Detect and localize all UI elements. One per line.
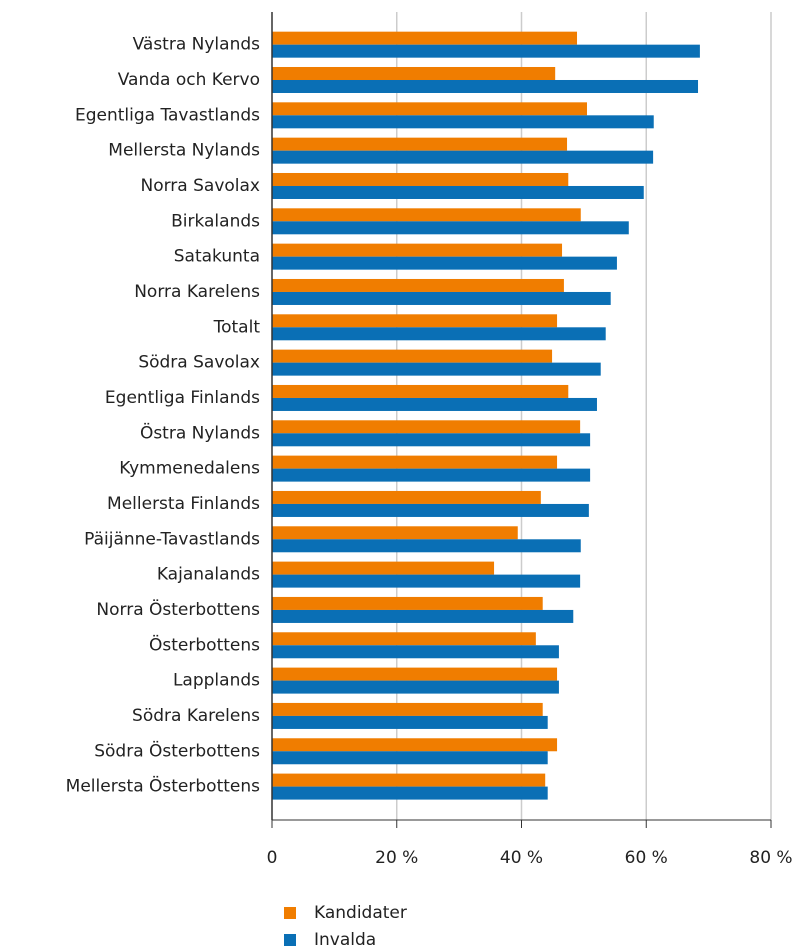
bar xyxy=(272,609,574,623)
bar xyxy=(272,384,569,398)
y-tick-label: Södra Savolax xyxy=(138,353,260,373)
bar xyxy=(272,150,654,164)
bar xyxy=(272,526,518,540)
y-tick-label: Kymmenedalens xyxy=(119,459,260,479)
bar xyxy=(272,44,700,58)
bar xyxy=(272,632,536,646)
y-tick-label: Södra Karelens xyxy=(132,706,260,726)
bar xyxy=(272,645,559,659)
bar xyxy=(272,362,601,376)
bar xyxy=(272,751,548,765)
bar xyxy=(272,715,548,729)
bar xyxy=(272,420,581,434)
bar xyxy=(272,221,629,235)
bar xyxy=(272,561,495,575)
y-tick-label: Mellersta Nylands xyxy=(108,141,260,161)
bar xyxy=(272,79,699,93)
bar xyxy=(272,31,578,45)
y-tick-label: Kajanalands xyxy=(157,565,260,585)
bar xyxy=(272,137,568,151)
bar xyxy=(272,539,581,553)
bar xyxy=(272,185,644,199)
bar xyxy=(272,66,556,80)
y-tick-label: Österbottens xyxy=(149,633,260,655)
x-tick-label: 60 % xyxy=(625,848,668,868)
x-tick-label: 40 % xyxy=(500,848,543,868)
y-tick-label: Birkalands xyxy=(171,211,260,231)
y-tick-label: Vanda och Kervo xyxy=(118,70,260,90)
legend-swatch xyxy=(284,907,296,919)
bar xyxy=(272,596,543,610)
bar xyxy=(272,291,611,305)
bar xyxy=(272,702,543,716)
y-tick-label: Mellersta Finlands xyxy=(107,494,260,514)
legend-swatch xyxy=(284,934,296,946)
bar xyxy=(272,115,654,129)
bar xyxy=(272,243,563,257)
bar xyxy=(272,208,581,222)
bar xyxy=(272,397,597,411)
bar xyxy=(272,680,559,694)
y-tick-label: Totalt xyxy=(213,317,261,337)
x-tick-label: 0 xyxy=(267,848,278,868)
bar xyxy=(272,738,558,752)
bar xyxy=(272,455,558,469)
bar xyxy=(272,490,541,504)
y-tick-label: Norra Österbottens xyxy=(96,598,260,620)
bar xyxy=(272,773,546,787)
bar xyxy=(272,102,587,116)
y-tick-label: Södra Österbottens xyxy=(94,739,260,761)
bar xyxy=(272,256,617,270)
bar xyxy=(272,503,589,517)
y-tick-label: Egentliga Tavastlands xyxy=(75,105,260,125)
bar xyxy=(272,574,581,588)
bar xyxy=(272,327,606,341)
x-tick-label: 20 % xyxy=(375,848,418,868)
y-tick-label: Päijänne-Tavastlands xyxy=(84,529,260,549)
bar xyxy=(272,349,553,363)
y-tick-label: Norra Savolax xyxy=(141,176,261,196)
y-tick-label: Norra Karelens xyxy=(134,282,260,302)
bar xyxy=(272,172,569,186)
bar xyxy=(272,786,548,800)
y-tick-label: Lapplands xyxy=(173,671,260,691)
y-tick-label: Östra Nylands xyxy=(140,421,260,443)
x-tick-label: 80 % xyxy=(749,848,792,868)
y-tick-label: Mellersta Österbottens xyxy=(66,775,260,797)
bar xyxy=(272,667,558,681)
bar xyxy=(272,468,591,482)
y-tick-label: Satakunta xyxy=(174,247,260,267)
y-tick-label: Västra Nylands xyxy=(133,35,261,55)
bar xyxy=(272,314,558,328)
legend-label: Kandidater xyxy=(314,903,407,923)
legend-label: Invalda xyxy=(314,930,376,950)
y-tick-label: Egentliga Finlands xyxy=(105,388,260,408)
bar xyxy=(272,433,591,447)
bar xyxy=(272,278,564,292)
